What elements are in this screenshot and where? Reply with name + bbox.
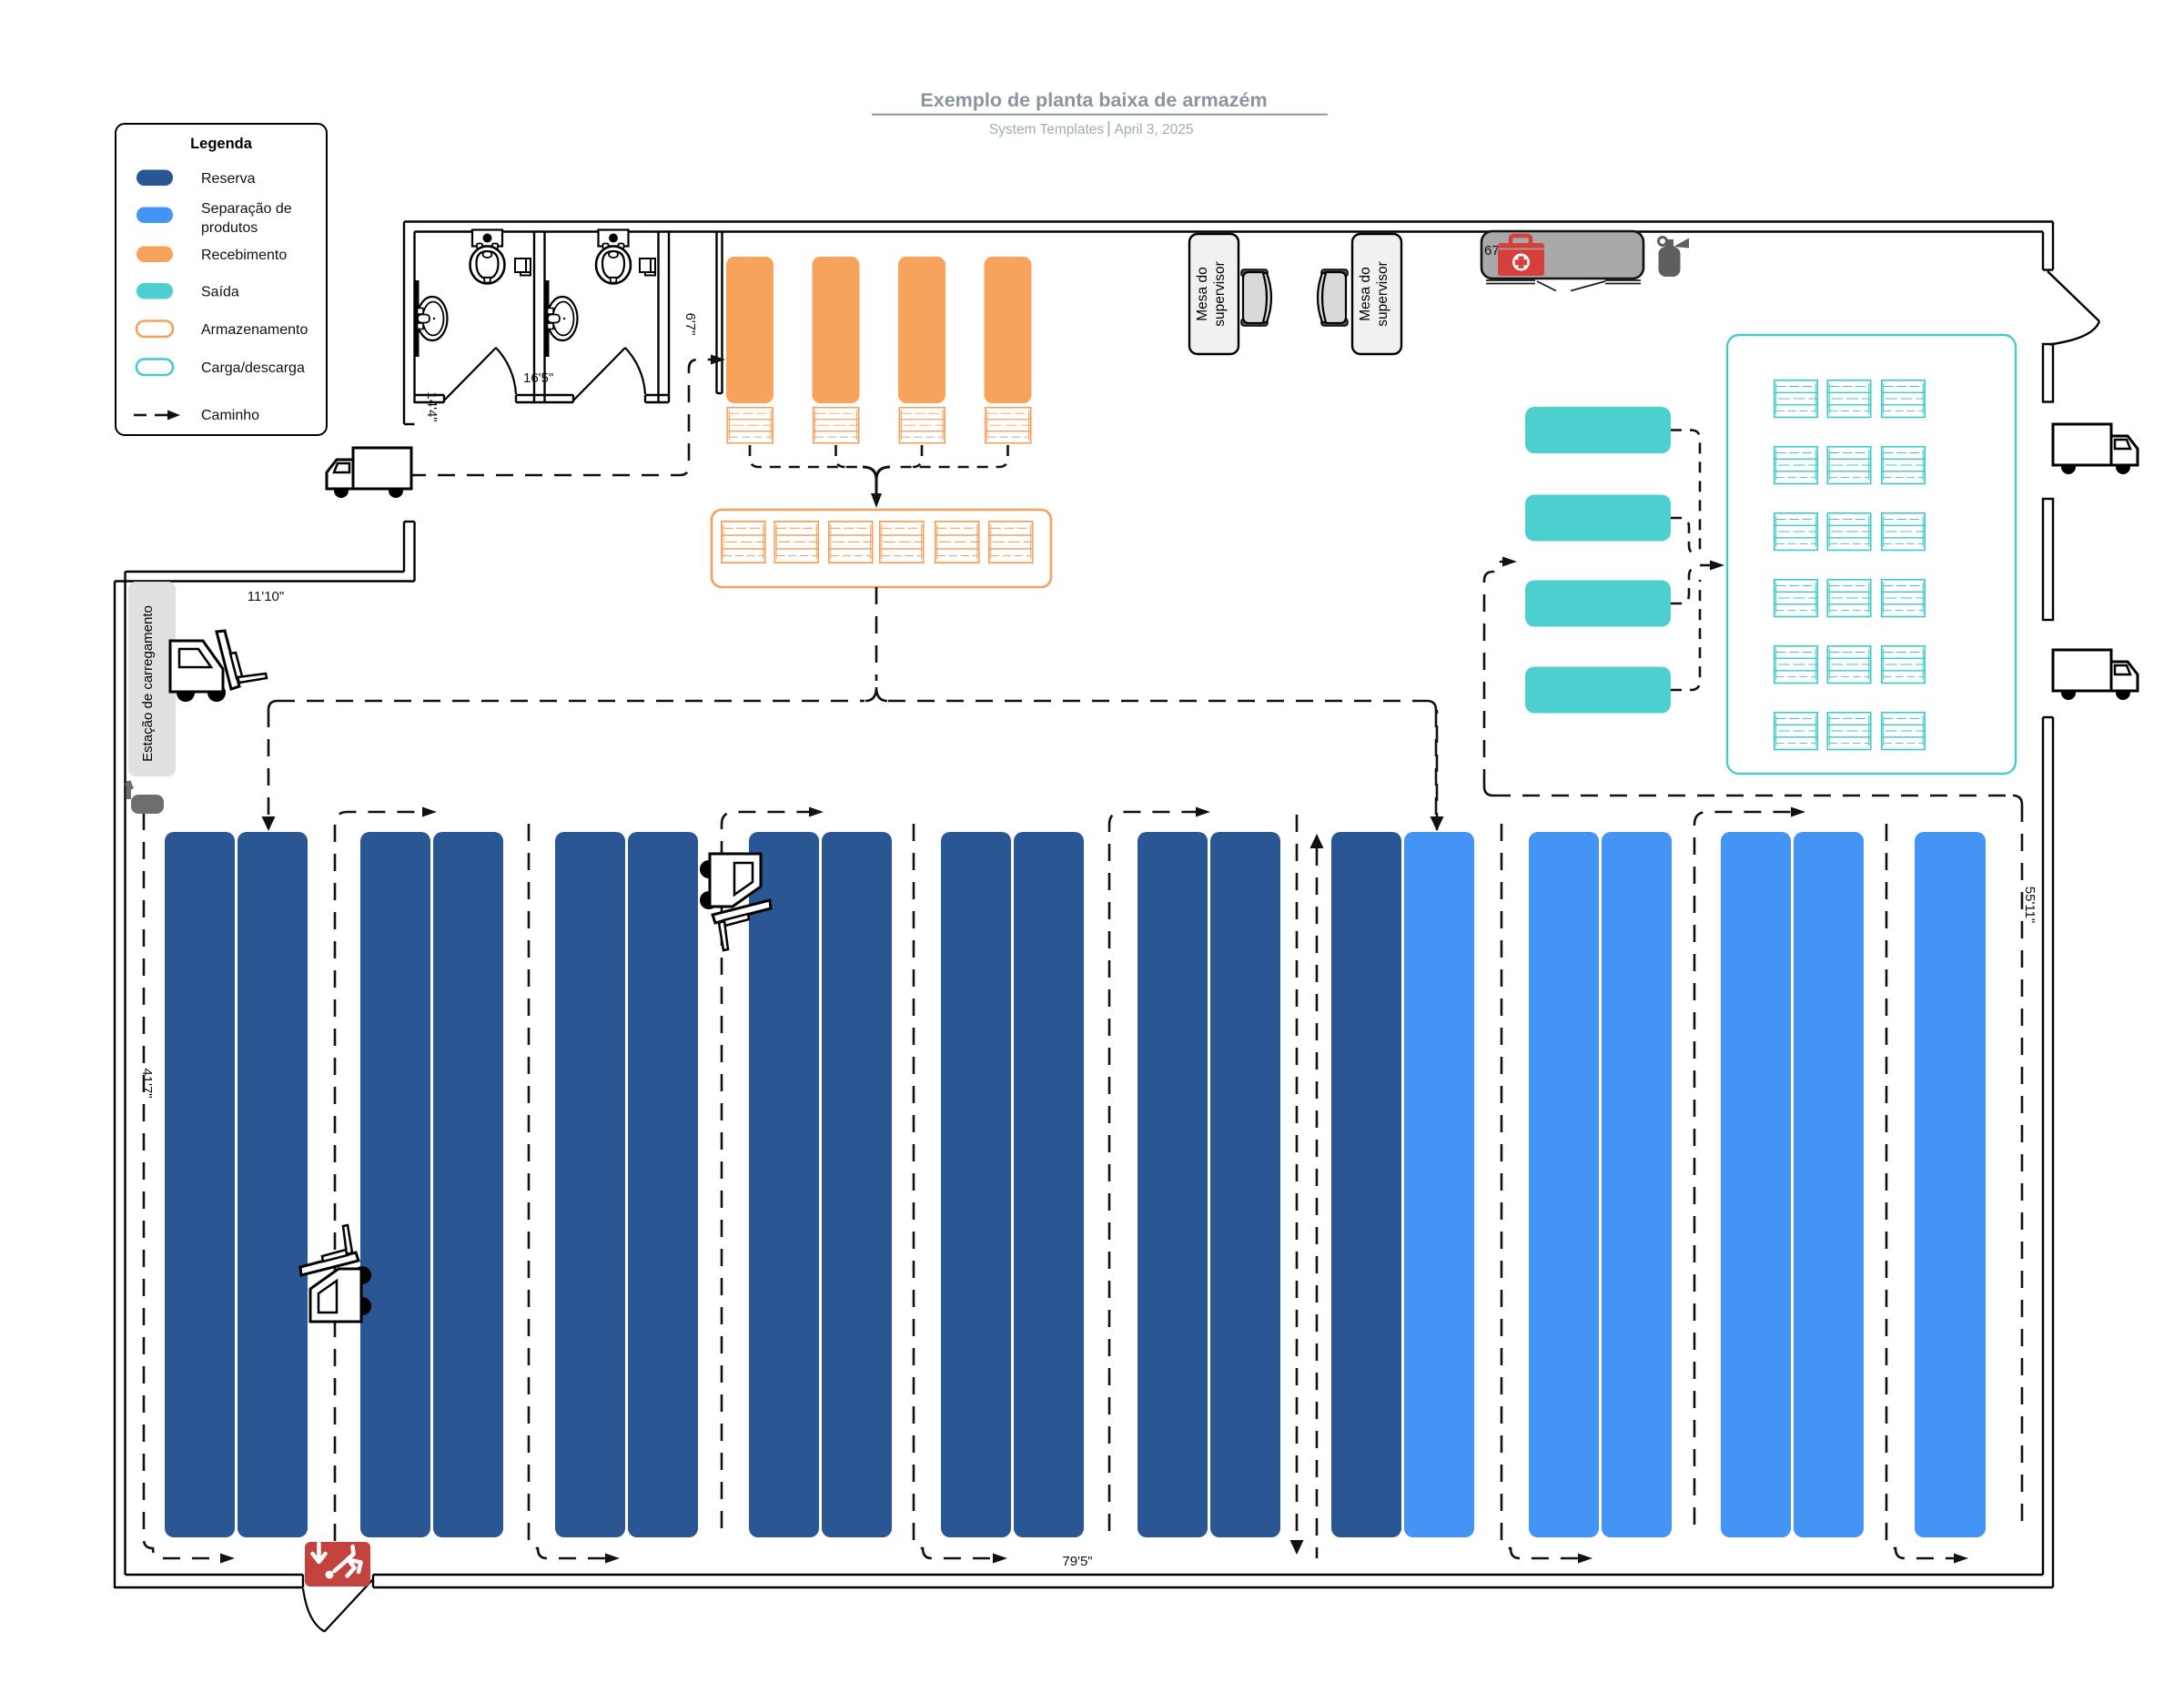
svg-text:Caminho: Caminho xyxy=(201,408,259,423)
svg-text:April 3, 2025: April 3, 2025 xyxy=(1114,122,1193,137)
svg-text:Mesa do: Mesa do xyxy=(1195,267,1210,320)
svg-text:Recebimento: Recebimento xyxy=(201,248,287,263)
svg-text:Reserva: Reserva xyxy=(201,171,256,187)
svg-text:11'10": 11'10" xyxy=(248,589,284,604)
svg-text:supervisor: supervisor xyxy=(1212,261,1228,327)
svg-text:Armazenamento: Armazenamento xyxy=(201,322,308,338)
svg-text:Carga/descarga: Carga/descarga xyxy=(201,360,305,376)
svg-text:Legenda: Legenda xyxy=(190,136,253,152)
svg-text:System Templates: System Templates xyxy=(989,122,1105,137)
svg-text:14'4": 14'4" xyxy=(424,391,440,421)
svg-text:produtos: produtos xyxy=(201,220,258,236)
svg-text:41'7": 41'7" xyxy=(139,1068,155,1098)
svg-text:79'5": 79'5" xyxy=(1062,1554,1092,1569)
svg-text:Saída: Saída xyxy=(201,285,239,300)
svg-text:16'5": 16'5" xyxy=(523,370,553,386)
svg-text:55'11": 55'11" xyxy=(2022,887,2037,923)
svg-text:6'7": 6'7" xyxy=(682,313,698,336)
svg-text:Separação de: Separação de xyxy=(201,201,292,217)
svg-text:supervisor: supervisor xyxy=(1375,261,1390,327)
svg-text:Mesa do: Mesa do xyxy=(1358,267,1373,320)
svg-text:Estação de carregamento: Estação de carregamento xyxy=(140,605,156,762)
svg-text:Exemplo de planta baixa de arm: Exemplo de planta baixa de armazém xyxy=(920,89,1267,111)
